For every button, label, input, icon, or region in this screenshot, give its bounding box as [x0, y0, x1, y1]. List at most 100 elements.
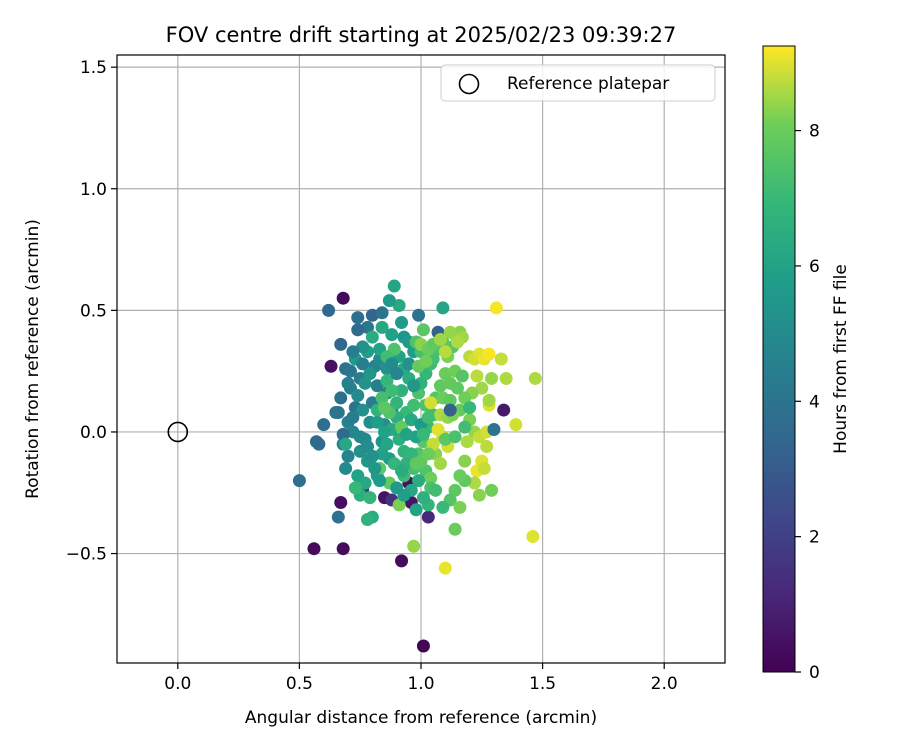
colorbar-ticks: 0 2 4 6 8 [795, 122, 820, 683]
data-point [292, 474, 306, 488]
legend-label-reference: Reference platepar [507, 74, 669, 94]
data-point [385, 357, 399, 371]
data-point [438, 345, 452, 359]
y-tick-label: 1.5 [80, 58, 107, 78]
data-point [528, 371, 542, 385]
data-point [455, 369, 469, 383]
data-point [402, 357, 416, 371]
data-point [390, 367, 404, 381]
data-point [431, 423, 445, 437]
colorbar-gradient [762, 45, 796, 673]
x-tick-label: 0.0 [164, 674, 191, 694]
data-point [339, 461, 353, 475]
colorbar: 0 2 4 6 8 Hours from first FF file [762, 45, 851, 683]
y-axis-ticks: −0.5 0.0 0.5 1.0 1.5 [66, 58, 117, 565]
data-point [395, 384, 409, 398]
data-point [407, 379, 421, 393]
data-point [341, 376, 355, 390]
data-point [407, 398, 421, 412]
colorbar-tick-label: 2 [809, 528, 820, 548]
data-point [487, 423, 501, 437]
data-point [475, 381, 489, 395]
legend-box [440, 64, 716, 102]
data-point [416, 323, 430, 337]
colorbar-tick-label: 0 [809, 663, 820, 683]
data-point [416, 639, 430, 653]
data-point [382, 294, 396, 308]
y-tick-label: 1.0 [80, 180, 107, 200]
data-point [433, 333, 447, 347]
data-point [453, 469, 467, 483]
data-point [448, 522, 462, 536]
data-point [380, 374, 394, 388]
data-point [392, 298, 406, 312]
data-point [433, 457, 447, 471]
data-point [421, 510, 435, 524]
data-point [324, 359, 338, 373]
data-point [339, 437, 353, 451]
data-point [395, 464, 409, 478]
data-point [485, 483, 499, 497]
data-point [380, 437, 394, 451]
data-point [348, 481, 362, 495]
data-point [363, 367, 377, 381]
data-point [351, 388, 365, 402]
data-point [360, 513, 374, 527]
data-point [365, 330, 379, 344]
data-point [356, 357, 370, 371]
data-point [416, 491, 430, 505]
data-point [322, 303, 336, 317]
data-point [387, 279, 401, 293]
data-point [412, 474, 426, 488]
data-point [395, 554, 409, 568]
data-point [341, 449, 355, 463]
data-point [334, 337, 348, 351]
data-point [356, 403, 370, 417]
data-point [378, 425, 392, 439]
x-tick-label: 1.0 [407, 674, 434, 694]
data-point [329, 406, 343, 420]
colorbar-tick-label: 6 [809, 257, 820, 277]
data-point [365, 308, 379, 322]
data-point [424, 471, 438, 485]
data-point [470, 369, 484, 383]
data-point [433, 379, 447, 393]
chart-title: FOV centre drift starting at 2025/02/23 … [166, 23, 677, 47]
data-point [416, 427, 430, 441]
data-point [453, 500, 467, 514]
x-tick-label: 1.5 [529, 674, 556, 694]
data-point [356, 340, 370, 354]
data-point [436, 500, 450, 514]
data-point [404, 413, 418, 427]
data-point [378, 401, 392, 415]
data-point [448, 430, 462, 444]
data-point [458, 420, 472, 434]
data-point [365, 449, 379, 463]
data-point [463, 401, 477, 415]
data-point [468, 476, 482, 490]
data-point [494, 352, 508, 366]
legend-marker-reference [458, 73, 480, 95]
data-point [450, 381, 464, 395]
y-axis-label: Rotation from reference (arcmin) [23, 219, 43, 499]
data-point [395, 316, 409, 330]
data-points [167, 279, 542, 653]
data-point [426, 437, 440, 451]
data-point [363, 491, 377, 505]
data-point [436, 301, 450, 315]
data-point [429, 483, 443, 497]
data-point [351, 323, 365, 337]
data-point [399, 427, 413, 441]
data-point [480, 440, 494, 454]
colorbar-tick-label: 4 [809, 392, 820, 412]
y-tick-label: −0.5 [66, 545, 107, 565]
data-point [334, 391, 348, 405]
data-point [443, 325, 457, 339]
colorbar-tick-label: 8 [809, 122, 820, 142]
data-point [407, 539, 421, 553]
data-point [485, 371, 499, 385]
y-tick-label: 0.5 [80, 301, 107, 321]
x-tick-label: 2.0 [651, 674, 678, 694]
data-point [368, 461, 382, 475]
